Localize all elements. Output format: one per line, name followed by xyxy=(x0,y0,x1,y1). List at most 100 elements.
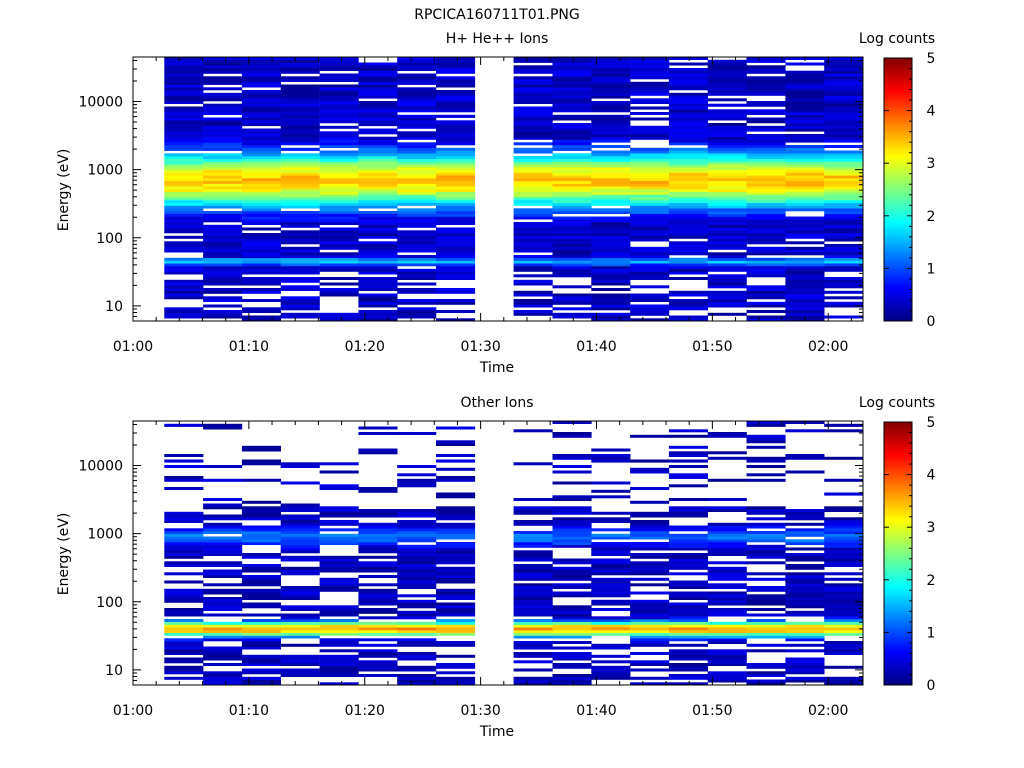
heatmap-cell xyxy=(746,90,786,94)
heatmap-cell xyxy=(785,260,825,264)
heatmap-cell xyxy=(280,619,320,622)
heatmap-cell xyxy=(552,663,592,666)
heatmap-cell xyxy=(513,123,553,127)
heatmap-cell xyxy=(591,156,631,160)
heatmap-cell xyxy=(552,293,592,297)
heatmap-cell xyxy=(513,282,553,286)
heatmap-cell xyxy=(203,315,243,319)
heatmap-cell xyxy=(785,189,825,193)
heatmap-cell xyxy=(241,511,281,515)
heatmap-cell xyxy=(513,608,553,611)
heatmap-cell xyxy=(203,271,243,275)
heatmap-cell xyxy=(707,630,747,633)
heatmap-cell xyxy=(785,597,825,600)
heatmap-cell xyxy=(280,92,320,96)
heatmap-cell xyxy=(707,635,747,639)
heatmap-cell xyxy=(591,566,631,570)
heatmap-cells xyxy=(164,57,864,322)
heatmap-cell xyxy=(436,290,476,294)
heatmap-cell xyxy=(436,186,476,190)
heatmap-cell xyxy=(552,621,592,625)
axes: 01:00 01:10 01:20 01:30 01:40 01:50 02:0010100… xyxy=(78,56,864,355)
heatmap-cell xyxy=(824,79,864,82)
heatmap-cell xyxy=(203,136,243,140)
heatmap-cell xyxy=(630,202,670,206)
heatmap-cell xyxy=(358,62,398,66)
heatmap-cell xyxy=(241,575,281,578)
heatmap-cell xyxy=(241,682,281,686)
heatmap-cell xyxy=(785,643,825,647)
heatmap-cell xyxy=(746,547,786,551)
heatmap-cell xyxy=(436,627,476,631)
heatmap-cell xyxy=(513,542,553,545)
heatmap-cell xyxy=(358,172,398,176)
heatmap-cell xyxy=(164,282,204,286)
heatmap-cell xyxy=(513,202,553,206)
heatmap-cell xyxy=(746,120,786,124)
heatmap-cell xyxy=(707,255,747,258)
heatmap-cell xyxy=(436,81,476,85)
heatmap-cell xyxy=(164,588,204,592)
heatmap-cell xyxy=(397,142,437,146)
heatmap-cell xyxy=(707,550,747,554)
heatmap-cell xyxy=(164,200,204,203)
heatmap-cell xyxy=(241,213,281,217)
heatmap-cell xyxy=(164,533,204,537)
heatmap-cell xyxy=(397,520,437,523)
heatmap-cell xyxy=(319,200,359,203)
heatmap-cell xyxy=(707,591,747,595)
heatmap-cell xyxy=(164,191,204,195)
heatmap-cell xyxy=(824,90,864,94)
heatmap-cell xyxy=(824,178,864,181)
heatmap-cell xyxy=(319,109,359,113)
heatmap-cell xyxy=(591,172,631,176)
heatmap-cell xyxy=(668,249,708,253)
heatmap-cell xyxy=(280,59,320,63)
heatmap-cell xyxy=(319,533,359,537)
heatmap-cell xyxy=(785,456,825,460)
heatmap-cell xyxy=(397,668,437,672)
heatmap-cell xyxy=(358,564,398,567)
heatmap-cell xyxy=(203,172,243,176)
heatmap-cell xyxy=(668,544,708,548)
heatmap-cell xyxy=(358,183,398,187)
heatmap-cell xyxy=(707,197,747,201)
heatmap-cell xyxy=(358,279,398,283)
heatmap-cell xyxy=(668,117,708,121)
heatmap-cell xyxy=(513,522,553,526)
heatmap-cell xyxy=(746,112,786,115)
heatmap-cell xyxy=(203,95,243,99)
heatmap-cell xyxy=(785,638,825,642)
heatmap-cell xyxy=(319,610,359,614)
heatmap-cell xyxy=(746,150,786,154)
heatmap-cell xyxy=(203,591,243,595)
heatmap-cell xyxy=(241,101,281,104)
heatmap-cell xyxy=(164,591,204,595)
heatmap-cell xyxy=(164,246,204,250)
heatmap-cell xyxy=(707,531,747,534)
heatmap-cell xyxy=(241,542,281,545)
heatmap-cell xyxy=(785,429,825,433)
heatmap-cell xyxy=(824,117,864,121)
heatmap-cell xyxy=(552,654,592,658)
heatmap-cell xyxy=(280,235,320,239)
heatmap-cell xyxy=(707,213,747,217)
heatmap-cell xyxy=(785,304,825,308)
heatmap-cell xyxy=(824,632,864,636)
heatmap-cell xyxy=(746,553,786,556)
heatmap-cell xyxy=(319,131,359,135)
heatmap-cell xyxy=(591,608,631,611)
heatmap-cell xyxy=(668,591,708,595)
heatmap-cell xyxy=(436,467,476,471)
heatmap-cell xyxy=(824,109,864,113)
heatmap-cell xyxy=(397,643,437,647)
heatmap-cell xyxy=(397,539,437,543)
heatmap-cell xyxy=(785,62,825,66)
heatmap-cell xyxy=(591,293,631,297)
heatmap-cell xyxy=(513,211,553,214)
heatmap-cell xyxy=(241,169,281,173)
heatmap-cell xyxy=(397,676,437,680)
heatmap-cell xyxy=(552,95,592,99)
heatmap-cell xyxy=(630,87,670,91)
heatmap-cell xyxy=(397,569,437,573)
